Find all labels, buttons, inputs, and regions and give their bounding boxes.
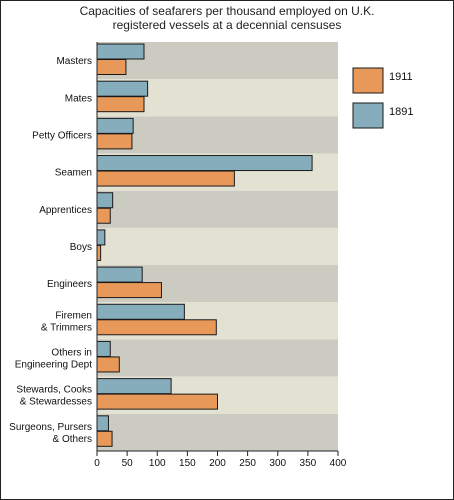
category-label: Boys (70, 242, 92, 253)
category-label: Mates (65, 93, 92, 104)
bar-1911 (96, 170, 235, 187)
x-tick-label: 300 (269, 458, 286, 469)
x-tick-label: 200 (209, 458, 226, 469)
category-label: Apprentices (39, 205, 92, 216)
bar-1911 (96, 59, 127, 75)
x-tick-label: 0 (94, 458, 100, 469)
bar-1891 (96, 192, 114, 209)
bar-1911 (96, 393, 218, 410)
bar-1911 (96, 319, 217, 336)
legend: 1911 1891 (352, 67, 413, 129)
bar-1891 (96, 155, 313, 172)
category-label: Petty Officers (32, 130, 92, 141)
category-band (97, 339, 338, 377)
bar-1891 (96, 378, 172, 395)
bar-1891 (96, 340, 111, 357)
x-tick-label: 250 (239, 458, 256, 469)
category-label: Firemen (55, 310, 92, 321)
legend-swatch-1911 (352, 67, 384, 94)
bar-1911 (96, 207, 111, 224)
bar-1891 (96, 266, 143, 283)
category-label: Stewards, Cooks (16, 385, 92, 396)
category-band (97, 227, 338, 266)
x-tick-label: 400 (330, 458, 347, 469)
bar-1911 (96, 244, 102, 261)
category-band (97, 190, 338, 228)
category-band (97, 413, 338, 451)
legend-swatch-1891 (352, 102, 384, 129)
category-label: & Trimmers (41, 322, 92, 333)
category-band (97, 116, 338, 154)
bar-1911 (96, 430, 113, 447)
category-label: & Others (53, 434, 92, 445)
bar-1911 (96, 282, 162, 299)
category-label: Seamen (55, 168, 92, 179)
category-label: Engineering Dept (15, 360, 92, 371)
bar-1911 (96, 133, 133, 150)
bar-1911 (96, 96, 145, 113)
category-label: Others in (51, 348, 92, 359)
chart-title-line: registered vessels at a decennial census… (113, 18, 342, 32)
category-label: Surgeons, Pursers (9, 422, 92, 433)
bar-1891 (96, 415, 109, 432)
bar-1891 (96, 43, 145, 60)
legend-label: 1891 (389, 106, 413, 118)
bar-1891 (96, 229, 106, 246)
category-label: Masters (56, 56, 92, 67)
x-axis: 0 50 100 150 200 250 300 350 400 (94, 42, 347, 469)
category-labels: Masters Mates Petty Officers Seamen Apprenti… (9, 56, 92, 445)
legend-label: 1911 (389, 71, 413, 83)
bar-1891 (96, 80, 149, 97)
bar-1891 (96, 303, 185, 320)
bar-1891 (96, 117, 134, 134)
chart-title-line: Capacities of seafarers per thousand emp… (80, 4, 375, 18)
bars (96, 43, 313, 447)
x-tick-label: 100 (149, 458, 166, 469)
chart-title: Capacities of seafarers per thousand emp… (80, 4, 375, 32)
bar-1911 (96, 356, 120, 373)
category-label: Engineers (47, 279, 92, 290)
x-tick-label: 350 (300, 458, 317, 469)
x-tick-label: 50 (122, 458, 134, 469)
x-tick-label: 150 (179, 458, 196, 469)
category-label: & Stewardesses (20, 397, 92, 408)
